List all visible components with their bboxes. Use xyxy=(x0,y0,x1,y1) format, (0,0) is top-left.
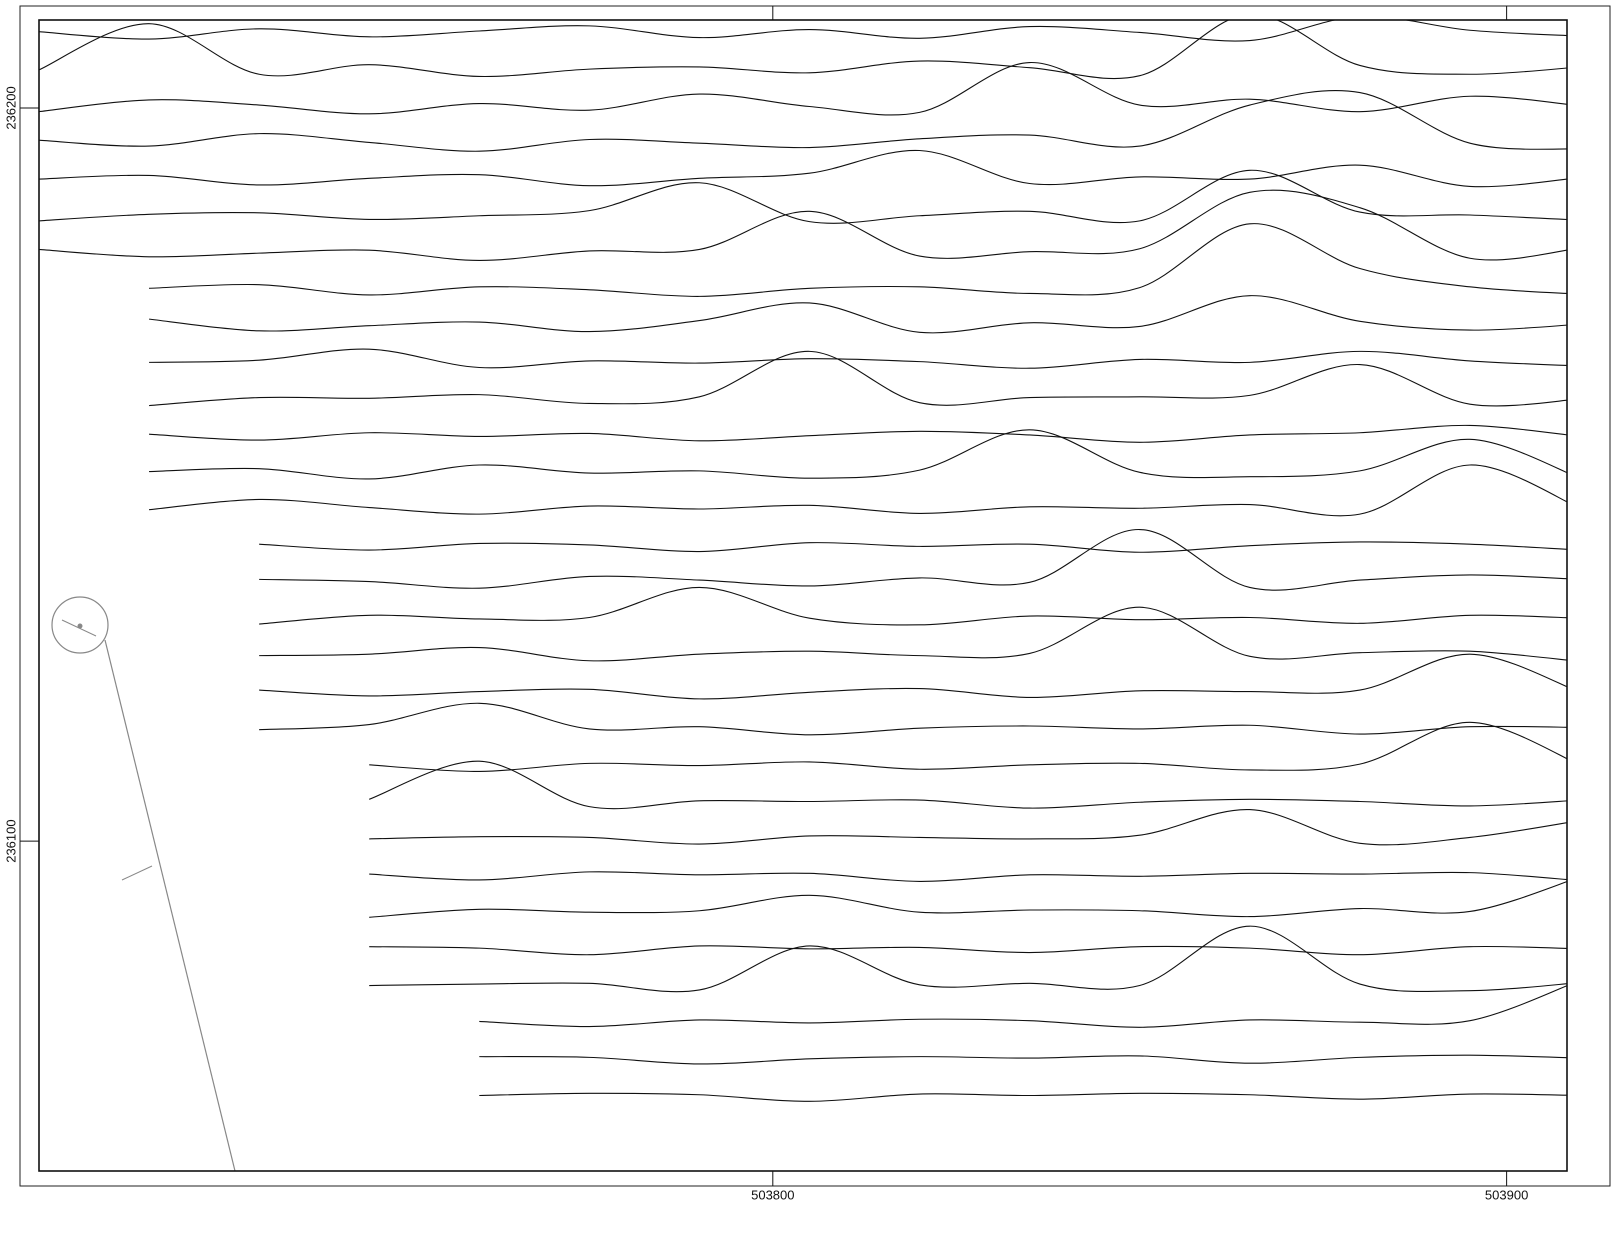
profile-trace xyxy=(149,425,1580,442)
x-tick-label: 503900 xyxy=(1485,1187,1528,1202)
profile-trace xyxy=(369,872,1580,882)
profile-trace xyxy=(479,1093,1580,1101)
profile-trace xyxy=(259,542,1580,552)
y-tick-label: 236100 xyxy=(3,819,18,862)
profile-trace xyxy=(39,170,1580,223)
profile-trace xyxy=(369,761,1580,809)
profile-trace xyxy=(259,530,1580,591)
profile-trace xyxy=(259,703,1580,735)
profile-trace xyxy=(149,465,1580,516)
profile-trace xyxy=(39,190,1580,260)
site-boundary xyxy=(105,640,235,1171)
profile-trace xyxy=(149,430,1580,479)
boundary-marker xyxy=(122,866,152,880)
profile-trace xyxy=(259,654,1580,699)
profile-trace xyxy=(149,296,1580,333)
profile-trace xyxy=(39,91,1580,152)
page: {"chart_data": {"type": "profile", "xlim… xyxy=(0,0,1618,1242)
x-tick-label: 503800 xyxy=(751,1187,794,1202)
outer-frame xyxy=(20,6,1610,1186)
profile-trace xyxy=(479,1055,1580,1064)
profile-trace xyxy=(259,587,1580,624)
profile-trace xyxy=(369,810,1580,845)
profile-trace xyxy=(369,722,1580,771)
profile-trace xyxy=(369,877,1580,917)
plot-frame xyxy=(39,20,1567,1171)
profile-trace xyxy=(479,980,1580,1027)
chart: 503800 503900 236100 236200 xyxy=(0,0,1618,1242)
profile-trace xyxy=(39,14,1580,78)
profile-trace xyxy=(39,150,1580,186)
y-tick-label: 236200 xyxy=(3,86,18,129)
profile-trace xyxy=(369,926,1580,992)
profile-trace xyxy=(369,946,1580,955)
profile-trace xyxy=(259,607,1580,661)
profile-trace xyxy=(149,224,1580,297)
compass xyxy=(52,597,108,653)
profile-trace xyxy=(39,62,1580,114)
